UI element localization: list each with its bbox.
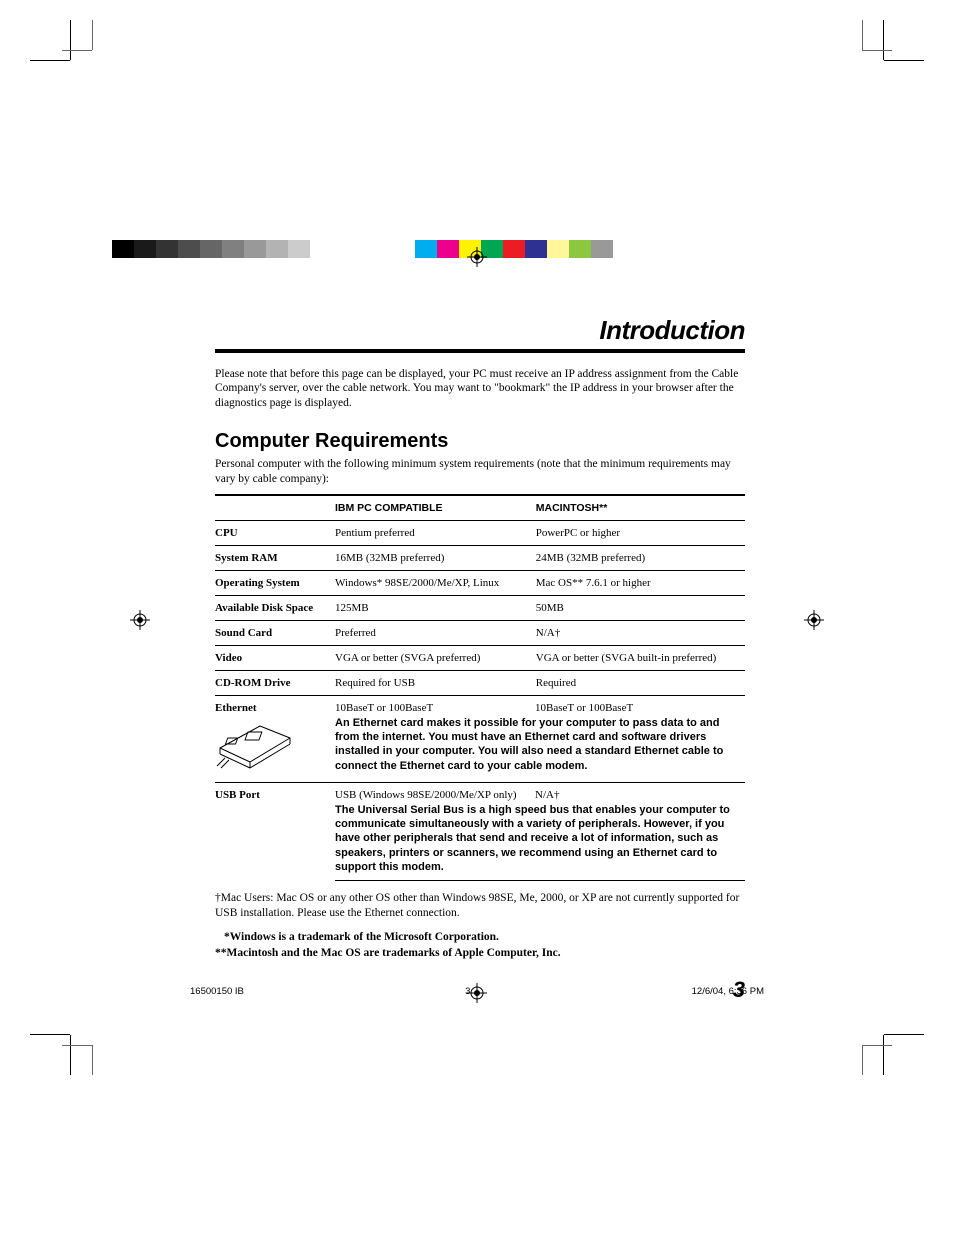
cell-pc: Preferred <box>335 620 536 645</box>
registration-mark-top-icon <box>467 247 487 267</box>
usb-pc: USB (Windows 98SE/2000/Me/XP only) <box>335 789 535 801</box>
col-header-pc: IBM PC COMPATIBLE <box>335 495 536 521</box>
ethernet-card-icon <box>215 718 329 776</box>
row-label-ethernet: Ethernet <box>215 695 335 782</box>
cell-mac: Required <box>536 670 745 695</box>
slug-page: 3 <box>465 986 470 997</box>
row-label: CPU <box>215 520 335 545</box>
cell-mac: 50MB <box>536 595 745 620</box>
cell-mac: 24MB (32MB preferred) <box>536 545 745 570</box>
table-row: Available Disk Space125MB50MB <box>215 595 745 620</box>
table-row: Operating SystemWindows* 98SE/2000/Me/XP… <box>215 570 745 595</box>
grayscale-bar <box>112 240 332 258</box>
print-slug-line: 16500150 IB 3 12/6/04, 6:36 PM <box>190 986 764 997</box>
row-label: Operating System <box>215 570 335 595</box>
page-content: Introduction Please note that before thi… <box>215 315 745 961</box>
intro-paragraph: Please note that before this page can be… <box>215 367 745 410</box>
cell-pc: Required for USB <box>335 670 536 695</box>
table-row-ethernet: Ethernet <box>215 695 745 782</box>
row-label-usb: USB Port <box>215 782 335 880</box>
cell-mac: N/A† <box>536 620 745 645</box>
table-row: Sound CardPreferredN/A† <box>215 620 745 645</box>
cell-mac: PowerPC or higher <box>536 520 745 545</box>
cell-mac: VGA or better (SVGA built-in preferred) <box>536 645 745 670</box>
cell-pc: Windows* 98SE/2000/Me/XP, Linux <box>335 570 536 595</box>
row-label: CD-ROM Drive <box>215 670 335 695</box>
trademark-mac: **Macintosh and the Mac OS are trademark… <box>215 946 745 962</box>
lead-paragraph: Personal computer with the following min… <box>215 457 745 486</box>
slug-doc-id: 16500150 IB <box>190 986 244 997</box>
table-row: VideoVGA or better (SVGA preferred)VGA o… <box>215 645 745 670</box>
mac-footnote: †Mac Users: Mac OS or any other OS other… <box>215 891 745 920</box>
row-label: Sound Card <box>215 620 335 645</box>
cell-mac: Mac OS** 7.6.1 or higher <box>536 570 745 595</box>
trademark-notes: *Windows is a trademark of the Microsoft… <box>215 930 745 961</box>
cell-pc: 16MB (32MB preferred) <box>335 545 536 570</box>
row-label: System RAM <box>215 545 335 570</box>
cell-pc: Pentium preferred <box>335 520 536 545</box>
registration-mark-left-icon <box>130 610 150 630</box>
col-header-mac: MACINTOSH** <box>536 495 745 521</box>
registration-mark-right-icon <box>804 610 824 630</box>
table-row: System RAM16MB (32MB preferred)24MB (32M… <box>215 545 745 570</box>
row-label: Video <box>215 645 335 670</box>
table-row: CD-ROM DriveRequired for USBRequired <box>215 670 745 695</box>
ethernet-pc: 10BaseT or 100BaseT <box>335 702 535 714</box>
usb-note: The Universal Serial Bus is a high speed… <box>335 803 741 874</box>
ethernet-note: An Ethernet card makes it possible for y… <box>335 716 741 773</box>
trademark-windows: *Windows is a trademark of the Microsoft… <box>215 930 745 946</box>
table-row: CPUPentium preferredPowerPC or higher <box>215 520 745 545</box>
subheading: Computer Requirements <box>215 430 745 453</box>
cell-pc: 125MB <box>335 595 536 620</box>
ethernet-mac: 10BaseT or 100BaseT <box>535 702 633 714</box>
slug-datetime: 12/6/04, 6:36 PM <box>692 986 764 997</box>
row-label: Available Disk Space <box>215 595 335 620</box>
color-bar <box>415 240 635 258</box>
requirements-table: IBM PC COMPATIBLE MACINTOSH** CPUPentium… <box>215 494 745 881</box>
section-title: Introduction <box>215 315 745 353</box>
usb-mac: N/A† <box>535 789 559 801</box>
table-row-usb: USB Port USB (Windows 98SE/2000/Me/XP on… <box>215 782 745 880</box>
cell-pc: VGA or better (SVGA preferred) <box>335 645 536 670</box>
